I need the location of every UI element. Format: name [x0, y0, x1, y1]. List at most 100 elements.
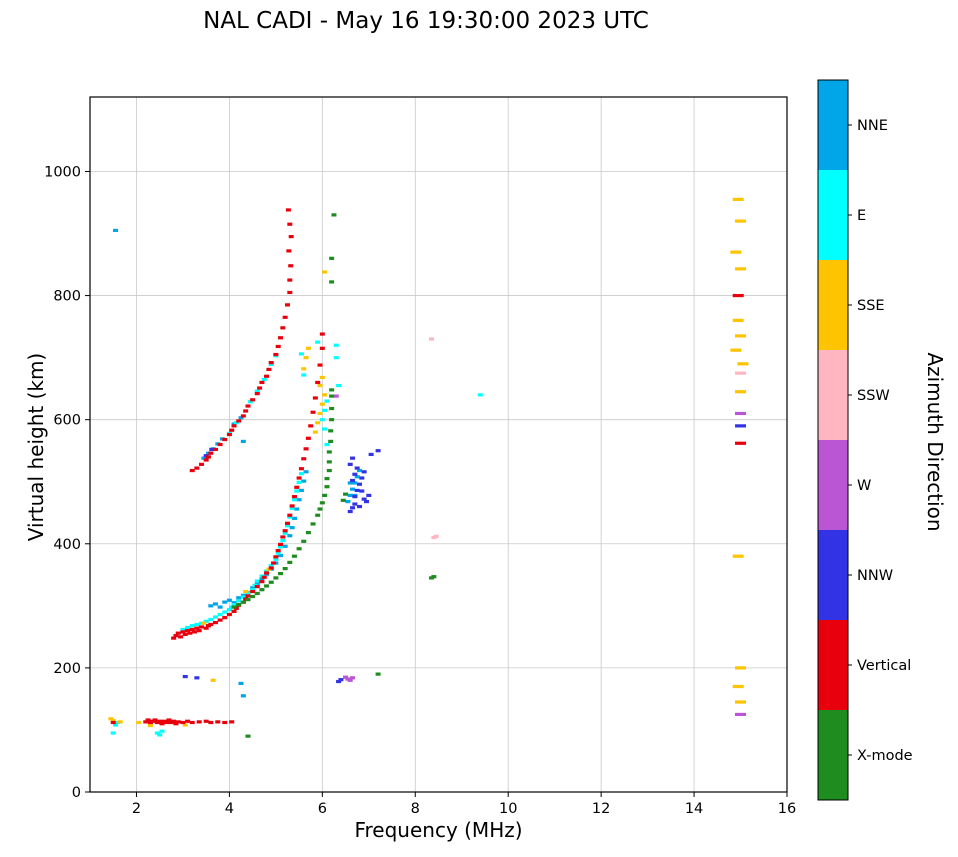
- data-point: [154, 731, 160, 735]
- data-point: [347, 493, 353, 497]
- data-point: [329, 418, 335, 422]
- data-point: [189, 468, 195, 473]
- data-point: [324, 442, 330, 447]
- y-tick-label: 1000: [44, 164, 81, 180]
- y-tick-label: 0: [72, 785, 81, 801]
- data-point: [261, 575, 267, 579]
- data-point: [329, 406, 335, 411]
- data-point: [315, 513, 321, 517]
- data-point: [268, 563, 274, 568]
- data-point: [375, 449, 381, 453]
- data-point: [147, 724, 153, 728]
- data-point: [357, 482, 363, 486]
- data-point: [329, 256, 335, 260]
- data-point: [287, 534, 293, 538]
- data-point: [329, 280, 335, 284]
- data-point: [278, 553, 284, 558]
- data-point: [347, 462, 353, 466]
- data-point: [159, 729, 165, 733]
- data-point: [431, 575, 437, 579]
- data-point: [254, 392, 260, 396]
- data-point: [354, 475, 360, 479]
- data-point: [136, 720, 142, 725]
- data-point: [175, 720, 181, 724]
- data-point: [185, 625, 191, 630]
- colorbar-band-sse: [818, 260, 848, 351]
- data-point: [287, 515, 293, 519]
- data-point: [113, 723, 119, 727]
- data-point: [350, 506, 356, 510]
- colorbar-band-nne: [818, 80, 848, 171]
- data-point: [319, 402, 325, 406]
- colorbar-frame: [817, 79, 849, 801]
- chart-title: NAL CADI - May 16 19:30:00 2023 UTC: [203, 8, 649, 34]
- data-point: [208, 720, 214, 725]
- x-tick-label: 4: [225, 801, 234, 817]
- data-point: [291, 554, 297, 558]
- data-point: [278, 545, 284, 549]
- data-point: [287, 513, 293, 517]
- data-point: [336, 679, 342, 684]
- data-point: [222, 720, 228, 725]
- data-point: [222, 616, 228, 620]
- data-point: [317, 383, 323, 388]
- data-point: [735, 334, 747, 338]
- data-point: [310, 410, 316, 414]
- colorbar-band-ssw: [818, 350, 848, 441]
- data-point: [730, 348, 742, 352]
- data-point: [333, 356, 339, 360]
- data-point: [477, 393, 483, 397]
- data-point: [732, 684, 744, 689]
- data-point: [222, 610, 228, 614]
- data-point: [254, 389, 260, 393]
- data-point: [231, 605, 237, 609]
- data-point: [294, 507, 300, 511]
- colorbar-band-x-mode: [818, 710, 848, 801]
- y-tick-label: 200: [53, 661, 81, 677]
- data-point: [192, 630, 198, 634]
- data-point: [732, 293, 744, 298]
- data-point: [268, 580, 274, 584]
- data-point: [287, 278, 293, 282]
- data-point: [273, 557, 279, 561]
- data-point: [305, 346, 311, 350]
- data-point: [347, 481, 353, 485]
- series-sse: [108, 197, 749, 728]
- data-point: [357, 468, 363, 473]
- x-tick-label: 10: [499, 801, 517, 817]
- data-point: [226, 612, 232, 617]
- data-point: [289, 504, 295, 508]
- data-point: [231, 609, 237, 614]
- data-point: [196, 629, 202, 633]
- data-point: [108, 717, 114, 721]
- data-point: [203, 458, 209, 462]
- data-point: [157, 733, 163, 737]
- data-point: [303, 447, 309, 451]
- data-point: [319, 332, 325, 336]
- data-point: [199, 462, 205, 466]
- series-x-mode: [231, 213, 437, 738]
- data-point: [215, 720, 221, 724]
- data-point: [236, 596, 242, 600]
- data-point: [110, 720, 116, 725]
- data-point: [324, 399, 330, 403]
- data-point: [286, 249, 292, 253]
- data-point: [284, 524, 290, 528]
- data-point: [201, 456, 207, 460]
- data-point: [312, 396, 318, 400]
- data-point: [345, 499, 351, 504]
- data-point: [236, 599, 242, 603]
- data-point: [173, 722, 179, 726]
- data-point: [291, 495, 297, 499]
- data-point: [171, 719, 177, 723]
- data-point: [203, 719, 209, 723]
- data-point: [301, 373, 307, 377]
- data-point: [315, 340, 321, 344]
- data-point: [247, 400, 253, 404]
- data-point: [298, 472, 304, 476]
- data-point: [352, 472, 358, 476]
- x-tick-label: 2: [132, 801, 141, 817]
- data-point: [275, 551, 281, 555]
- axis-ticks: [85, 170, 788, 797]
